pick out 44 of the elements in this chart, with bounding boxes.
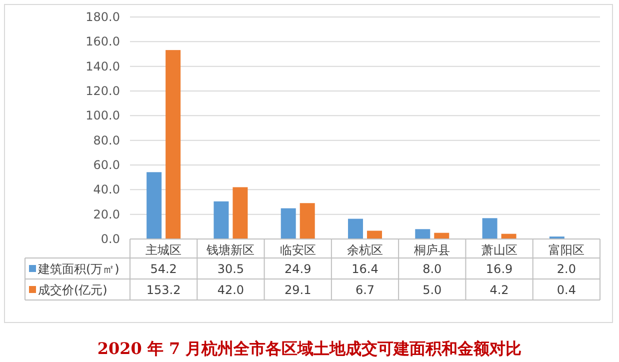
data-label: 29.1 [284,283,312,297]
data-label: 2.0 [556,262,576,276]
y-tick-label: 80.0 [93,133,120,148]
x-tick-label: 桐庐县 [413,243,450,257]
bar [280,208,296,239]
y-tick-label: 160.0 [86,34,120,49]
x-tick-label: 主城区 [146,243,182,257]
x-tick-label: 萧山区 [481,243,518,257]
data-label: 6.7 [355,283,375,297]
data-label: 16.4 [352,262,378,276]
data-label: 30.5 [217,262,244,276]
y-tick-label: 40.0 [93,182,120,197]
legend-label: 建筑面积(万㎡) [37,262,120,276]
x-tick-label: 余杭区 [347,243,383,257]
legend-label: 成交价(亿元) [38,283,108,297]
text: 2020 年 7 月杭州全市各区域土地成交可建面积和金额对比 [97,339,522,358]
y-tick-label: 180.0 [86,10,120,24]
bar [367,230,382,239]
y-tick-label: 100.0 [86,108,120,123]
data-label: 42.0 [217,283,244,297]
bar [214,201,229,239]
y-tick-label: 60.0 [93,158,120,172]
bar [348,218,363,239]
data-label: 153.2 [146,283,181,297]
bar [146,172,162,239]
data-label: 54.2 [150,262,177,276]
x-tick-label: 临安区 [280,243,316,257]
y-tick-label: 120.0 [86,84,120,98]
data-label: 16.9 [486,262,513,276]
bar [482,218,498,239]
x-tick-label: 钱塘新区 [206,243,255,257]
bar [166,50,181,239]
x-tick-label: 富阳区 [548,243,584,257]
bar [415,229,430,239]
data-label: 8.0 [422,262,442,276]
y-tick-label: 0.0 [100,232,120,246]
data-label: 0.4 [556,283,576,297]
data-label: 24.9 [284,262,312,276]
y-tick-label: 20.0 [93,207,120,222]
data-label: 4.2 [490,283,509,297]
bar [300,203,315,239]
data-label: 5.0 [422,283,442,297]
y-tick-label: 140.0 [86,59,120,74]
bar [232,187,248,239]
